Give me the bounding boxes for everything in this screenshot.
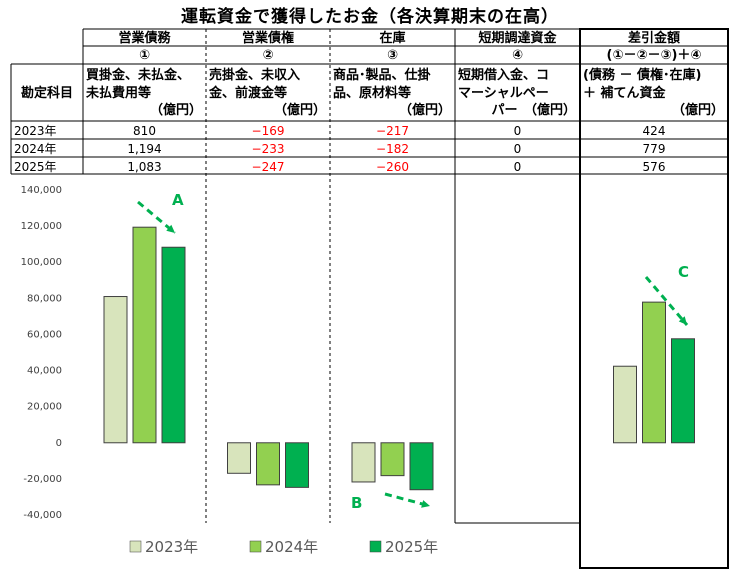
net-amount-frame (579, 28, 729, 569)
column-unit: （億円） (672, 102, 724, 118)
column-desc: 品、原材料等 (333, 85, 411, 101)
column-desc: 未払費用等 (85, 85, 151, 101)
legend-label: 2024年 (265, 538, 318, 556)
y-tick-label: 120,000 (21, 221, 62, 232)
column-number: ④ (512, 48, 523, 63)
column-name: 差引金額 (628, 30, 680, 46)
y-tick-label: 80,000 (27, 293, 62, 304)
bar-差引金額-2024年 (642, 301, 666, 444)
row-header-label: 勘定科目 (21, 85, 73, 101)
bar-差引金額-2023年 (613, 365, 637, 444)
chart-title: 運転資金で獲得したお金（各決算期末の在高） (181, 7, 559, 27)
table-cell: −169 (252, 124, 285, 138)
y-tick-label: 0 (56, 438, 62, 449)
bar-営業債務-2023年 (103, 296, 128, 444)
column-number: ② (262, 48, 273, 63)
table-cell: 810 (133, 124, 156, 138)
bars (103, 226, 695, 491)
column-unit: （億円） (274, 102, 326, 118)
column-number: ① (139, 48, 150, 63)
legend-swatch (129, 540, 142, 553)
legend-swatch (369, 540, 382, 553)
column-number: ③ (387, 48, 398, 63)
column-desc: 売掛金、未収入 (209, 67, 300, 83)
legend-label: 2025年 (385, 538, 438, 556)
table-cell: 576 (643, 160, 666, 174)
table-cell: −247 (252, 160, 285, 174)
y-tick-label: 40,000 (27, 366, 62, 377)
bar-在庫-2023年 (351, 442, 376, 483)
legend: 2023年 2024年 2025年 (129, 538, 438, 556)
y-tick-label: -20,000 (23, 474, 62, 485)
bar-在庫-2025年 (409, 442, 434, 491)
column-number: (①－②－③)＋④ (607, 48, 702, 63)
column-name: 営業債務 (118, 30, 171, 46)
column-desc: マーシャルペー (458, 86, 549, 101)
bar-営業債権-2023年 (227, 442, 251, 474)
table-cell: 1,083 (127, 160, 161, 174)
trend-arrow-line (644, 276, 689, 326)
column-desc: ＋ 補てん資金 (583, 85, 667, 101)
table-text: 営業債務①買掛金、未払金、未払費用等（億円）営業債権②売掛金、未収入金、前渡金等… (14, 30, 724, 174)
table-cell: 1,194 (127, 142, 161, 156)
y-tick-label: 20,000 (27, 402, 62, 413)
annotation-b: B (351, 494, 362, 512)
column-desc: 商品･製品、仕掛 (333, 67, 432, 83)
table-cell: 779 (643, 142, 666, 156)
column-unit: （億円） (399, 102, 451, 118)
column-desc: 短期借入金、コ (458, 67, 549, 83)
table-cell: −217 (376, 124, 409, 138)
bar-差引金額-2025年 (671, 338, 695, 444)
annotation-c: C (678, 263, 689, 281)
column-unit: パー （億円） (491, 102, 576, 118)
bar-営業債権-2024年 (256, 442, 280, 486)
row-year: 2025年 (14, 160, 57, 174)
column-name: 在庫 (379, 30, 405, 46)
bar-営業債務-2025年 (161, 246, 186, 444)
bar-営業債務-2024年 (132, 226, 157, 444)
table-cell: 424 (643, 124, 666, 138)
column-unit: （億円） (150, 102, 202, 118)
table-cell: −182 (376, 142, 409, 156)
trend-arrow-head (678, 316, 687, 325)
y-tick-label: 100,000 (21, 257, 62, 268)
annotations: A B C (137, 191, 689, 512)
table-grid (10, 28, 729, 569)
annotation-a: A (172, 191, 184, 209)
table-cell: 0 (514, 142, 522, 156)
table-cell: −260 (376, 160, 409, 174)
table-cell: −233 (252, 142, 285, 156)
column-desc: (債務 － 債権･在庫) (583, 67, 701, 83)
legend-swatch (249, 540, 262, 553)
row-year: 2024年 (14, 142, 57, 156)
trend-arrow-head (166, 224, 175, 233)
column-desc: 金、前渡金等 (208, 85, 287, 101)
bar-営業債権-2025年 (285, 442, 309, 488)
y-tick-label: 60,000 (27, 329, 62, 340)
row-year: 2023年 (14, 124, 57, 138)
column-desc: 買掛金、未払金、 (86, 67, 190, 83)
y-tick-label: 140,000 (21, 185, 62, 196)
table-cell: 0 (514, 160, 522, 174)
legend-label: 2023年 (145, 538, 198, 556)
bar-在庫-2024年 (380, 442, 405, 477)
column-name: 営業債権 (242, 30, 294, 46)
y-tick-label: -40,000 (23, 510, 62, 521)
trend-arrow-head (421, 500, 430, 508)
column-name: 短期調達資金 (478, 30, 557, 46)
table-cell: 0 (514, 124, 522, 138)
y-axis: 140,000 120,000 100,000 80,000 60,000 40,000 2… (21, 185, 62, 521)
